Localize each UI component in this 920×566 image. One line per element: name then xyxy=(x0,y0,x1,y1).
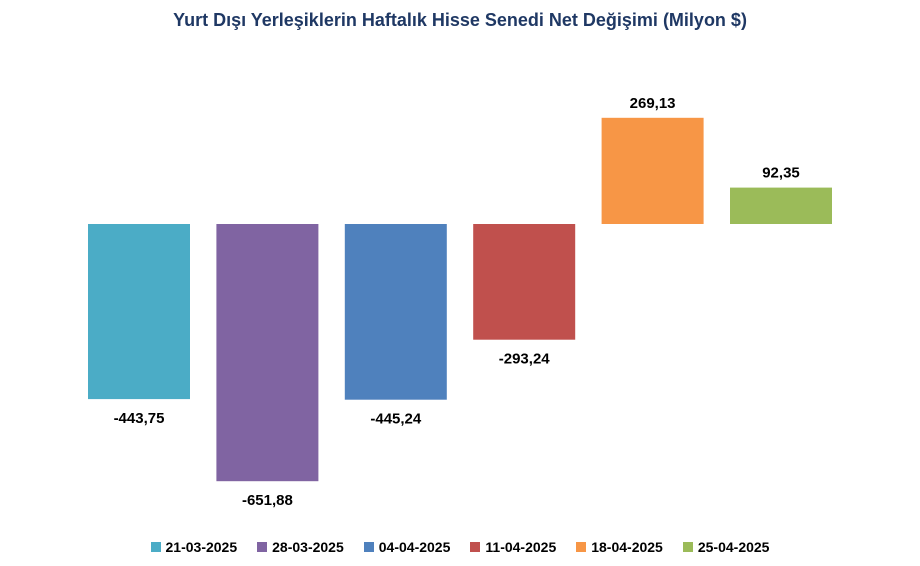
data-label-04-04-2025: -445,24 xyxy=(370,411,422,428)
legend-label: 18-04-2025 xyxy=(591,539,663,555)
legend-swatch xyxy=(682,542,693,552)
bar-chart: -443,75 -651,88 -445,24 -293,24 269,13 92,35 xyxy=(88,95,832,509)
legend-label: 25-04-2025 xyxy=(697,539,770,555)
legend-item-18-04-2025: 18-04-2025 xyxy=(576,539,663,555)
legend-item-04-04-2025: 04-04-2025 xyxy=(363,539,451,555)
legend-swatch xyxy=(576,542,587,552)
bar-18-04-2025 xyxy=(601,117,704,224)
bar-21-03-2025 xyxy=(88,224,190,400)
bar-25-04-2025 xyxy=(730,187,832,224)
bar-11-04-2025 xyxy=(473,224,576,340)
legend-item-25-04-2025: 25-04-2025 xyxy=(682,539,770,555)
bar-28-03-2025 xyxy=(216,224,319,482)
chart-title: Yurt Dışı Yerleşiklerin Haftalık Hisse S… xyxy=(173,10,747,30)
data-label-28-03-2025: -651,88 xyxy=(242,492,293,509)
legend-label: 21-03-2025 xyxy=(165,539,238,555)
legend: 21-03-2025 28-03-2025 04-04-2025 11-04-2025… xyxy=(0,539,920,555)
data-label-25-04-2025: 92,35 xyxy=(762,165,800,182)
data-label-21-03-2025: -443,75 xyxy=(114,410,165,427)
data-label-11-04-2025: -293,24 xyxy=(499,351,551,368)
legend-item-11-04-2025: 11-04-2025 xyxy=(470,539,556,555)
legend-swatch xyxy=(363,542,374,552)
legend-item-28-03-2025: 28-03-2025 xyxy=(257,539,344,555)
data-label-18-04-2025: 269,13 xyxy=(630,95,676,112)
legend-item-21-03-2025: 21-03-2025 xyxy=(150,539,238,555)
legend-label: 28-03-2025 xyxy=(272,539,344,555)
legend-swatch xyxy=(150,542,161,552)
legend-label: 11-04-2025 xyxy=(485,539,557,555)
legend-swatch xyxy=(470,542,481,552)
bar-04-04-2025 xyxy=(344,224,447,400)
legend-label: 04-04-2025 xyxy=(378,539,451,555)
legend-swatch xyxy=(257,542,268,552)
